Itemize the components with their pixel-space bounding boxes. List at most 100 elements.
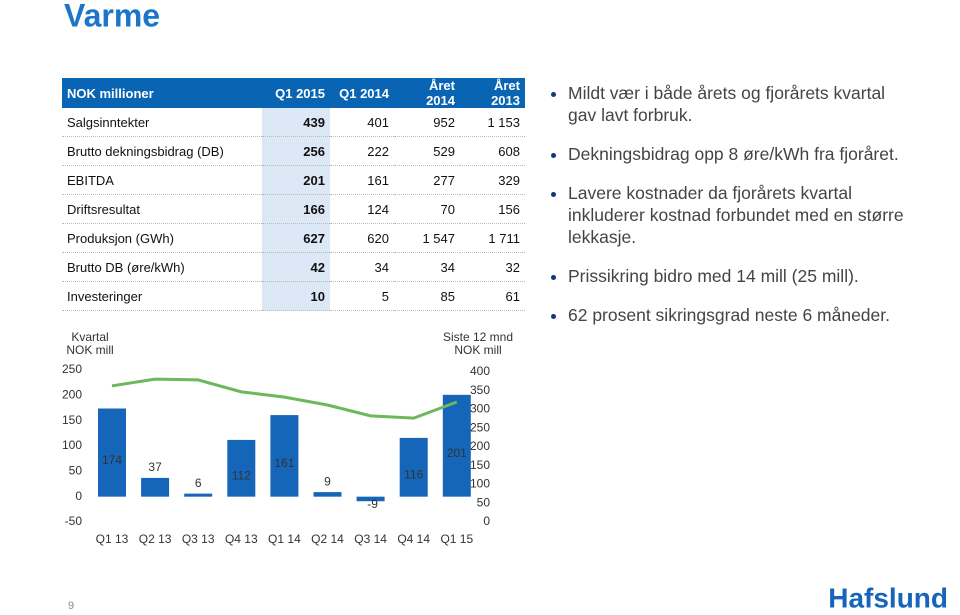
bar <box>356 496 385 502</box>
page-number: 9 <box>68 600 74 612</box>
table-cell: 620 <box>330 223 394 253</box>
x-tick-label: Q1 14 <box>268 532 301 546</box>
y2-tick-label: 0 <box>483 514 490 528</box>
column-header: Året 2014 <box>394 78 460 108</box>
y2-tick-label: 200 <box>470 439 490 453</box>
data-label: -9 <box>367 497 378 511</box>
logo: Hafslund <box>828 582 948 613</box>
data-label: 201 <box>447 446 467 460</box>
table-cell: 401 <box>330 108 394 137</box>
column-header: Q1 2014 <box>330 78 394 108</box>
bullet: Lavere kostnader da fjorårets kvartal in… <box>568 182 908 248</box>
bar <box>141 477 170 497</box>
x-tick-label: Q4 13 <box>225 532 258 546</box>
table-cell: 32 <box>460 252 525 282</box>
y-axis-label: NOK mill <box>66 343 113 357</box>
data-label: 6 <box>195 476 202 490</box>
bullet: Dekningsbidrag opp 8 øre/kWh fra fjoråre… <box>568 143 908 165</box>
table-cell: 156 <box>460 194 525 224</box>
table-row: Brutto DB (øre/kWh) 42 34 34 32 <box>62 252 525 282</box>
y-tick-label: 50 <box>69 464 83 478</box>
table-cell: 256 <box>262 136 330 166</box>
bullet: Mildt vær i både årets og fjorårets kvar… <box>568 82 908 126</box>
bullet: Prissikring bidro med 14 mill (25 mill). <box>568 265 908 287</box>
y-axis-label: Kvartal <box>71 330 108 344</box>
slide-title: Varme <box>64 0 160 33</box>
table-cell: 627 <box>262 223 330 253</box>
table-cell: 952 <box>394 108 460 137</box>
table-cell: 61 <box>460 281 525 311</box>
bar <box>313 492 342 497</box>
column-header: Året 2013 <box>460 78 525 108</box>
table-cell: 201 <box>262 165 330 195</box>
table-cell: 277 <box>394 165 460 195</box>
y2-tick-label: 100 <box>470 477 490 491</box>
table-row: Produksjon (GWh) 627 620 1 547 1 711 <box>62 223 525 253</box>
column-header: NOK millioner <box>62 78 262 108</box>
table-cell: 124 <box>330 194 394 224</box>
y-tick-label: 150 <box>62 413 82 427</box>
table-cell: 529 <box>394 136 460 166</box>
x-tick-label: Q3 13 <box>182 532 215 546</box>
table-cell: 161 <box>330 165 394 195</box>
row-label: Produksjon (GWh) <box>62 223 262 253</box>
x-tick-label: Q4 14 <box>397 532 430 546</box>
table-cell: 42 <box>262 252 330 282</box>
y2-tick-label: 250 <box>470 420 490 434</box>
data-label: 161 <box>274 456 294 470</box>
table-cell: 1 153 <box>460 108 525 137</box>
bar <box>442 394 471 497</box>
line <box>111 377 458 420</box>
table-cell: 10 <box>262 281 330 311</box>
y2-tick-label: 400 <box>470 364 490 378</box>
table-cell: 1 711 <box>460 223 525 253</box>
table-row: Brutto dekningsbidrag (DB) 256 222 529 608 <box>62 136 525 166</box>
table-cell: 608 <box>460 136 525 166</box>
y-tick-label: 100 <box>62 438 82 452</box>
table-cell: 5 <box>330 281 394 311</box>
table-cell: 329 <box>460 165 525 195</box>
row-label: Salgsinntekter <box>62 108 262 137</box>
x-tick-label: Q1 13 <box>96 532 129 546</box>
table-cell: 34 <box>394 252 460 282</box>
y2-tick-label: 300 <box>470 402 490 416</box>
bar <box>227 439 256 497</box>
bullet-list: Mildt vær i både årets og fjorårets kvar… <box>548 82 908 343</box>
y-tick-label: -50 <box>65 514 83 528</box>
y2-axis-label: NOK mill <box>454 343 501 357</box>
table-cell: 439 <box>262 108 330 137</box>
table-row: Salgsinntekter 439 401 952 1 153 <box>62 108 525 137</box>
table-cell: 85 <box>394 281 460 311</box>
bar <box>184 493 213 497</box>
y-tick-label: 200 <box>62 388 82 402</box>
x-tick-label: Q2 13 <box>139 532 172 546</box>
y-tick-label: 0 <box>75 489 82 503</box>
table-row: Investeringer 10 5 85 61 <box>62 281 525 311</box>
data-label: 37 <box>148 460 162 474</box>
x-tick-label: Q1 15 <box>440 532 473 546</box>
table-row: EBITDA 201 161 277 329 <box>62 165 525 195</box>
row-label: EBITDA <box>62 165 262 195</box>
bar <box>98 408 126 497</box>
y-tick-label: 250 <box>62 362 82 376</box>
table-cell: 222 <box>330 136 394 166</box>
data-label: 174 <box>102 453 122 467</box>
y2-tick-label: 350 <box>470 383 490 397</box>
y2-tick-label: 50 <box>477 495 491 509</box>
row-label: Investeringer <box>62 281 262 311</box>
table-cell: 34 <box>330 252 394 282</box>
data-label: 112 <box>232 468 251 482</box>
data-label: 116 <box>404 467 423 481</box>
x-tick-label: Q2 14 <box>311 532 344 546</box>
column-header: Q1 2015 <box>262 78 330 108</box>
y2-axis-label: Siste 12 mnd <box>443 330 513 344</box>
data-label: 9 <box>324 474 331 488</box>
row-label: Brutto DB (øre/kWh) <box>62 252 262 282</box>
bar <box>270 415 299 497</box>
bar <box>399 437 428 497</box>
bullet: 62 prosent sikringsgrad neste 6 måneder. <box>568 304 908 326</box>
row-label: Driftsresultat <box>62 194 262 224</box>
table-cell: 166 <box>262 194 330 224</box>
